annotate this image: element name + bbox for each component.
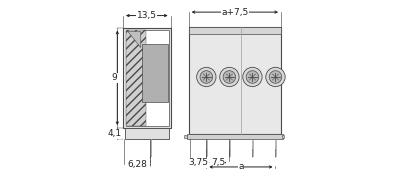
- Circle shape: [220, 67, 239, 87]
- Polygon shape: [128, 31, 141, 48]
- Bar: [125, 128, 169, 139]
- Bar: [189, 27, 281, 34]
- Text: a: a: [238, 162, 244, 171]
- Bar: [184, 135, 187, 138]
- Text: 7,5: 7,5: [211, 158, 225, 167]
- Polygon shape: [123, 28, 170, 128]
- Text: 4,1: 4,1: [107, 129, 121, 138]
- Bar: [126, 30, 146, 126]
- Circle shape: [223, 71, 236, 83]
- Circle shape: [200, 71, 213, 83]
- Bar: [189, 27, 281, 134]
- Polygon shape: [126, 30, 169, 126]
- Circle shape: [197, 67, 216, 87]
- Circle shape: [269, 71, 282, 83]
- Bar: [229, 140, 230, 156]
- Text: a+7,5: a+7,5: [221, 8, 248, 17]
- Bar: [206, 140, 207, 156]
- Bar: [142, 44, 168, 102]
- Text: 9: 9: [112, 73, 118, 82]
- Circle shape: [266, 67, 285, 87]
- Bar: [282, 135, 284, 138]
- Circle shape: [246, 71, 259, 83]
- Circle shape: [243, 67, 262, 87]
- Bar: [252, 140, 253, 156]
- Text: 6,28: 6,28: [127, 160, 147, 169]
- Text: 13,5: 13,5: [137, 11, 157, 20]
- Text: 3,75: 3,75: [188, 158, 208, 167]
- Bar: [275, 140, 276, 156]
- Bar: [187, 134, 283, 139]
